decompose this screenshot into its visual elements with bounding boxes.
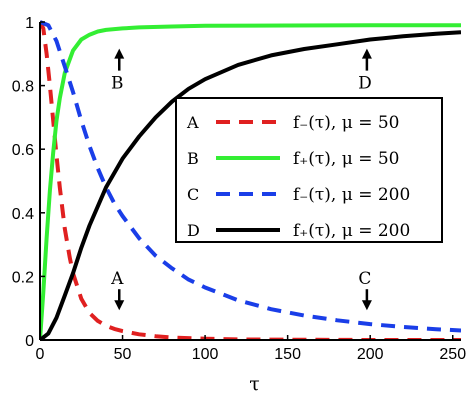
annotation-label: B — [111, 74, 124, 94]
x-tick-label: 150 — [274, 346, 301, 363]
series-line-d — [40, 30, 461, 340]
y-tick-label: 0.4 — [12, 206, 34, 223]
annotation-label: A — [110, 269, 124, 289]
x-tick-label: 100 — [192, 346, 219, 363]
legend-entry-name: D — [187, 221, 200, 240]
arrow-down-icon — [114, 300, 125, 311]
y-tick-label: 0.6 — [12, 142, 34, 159]
annotation-label: C — [358, 269, 371, 289]
series-line-c — [40, 20, 461, 333]
x-tick-label: 200 — [357, 346, 384, 363]
legend-entry-label: f₊(τ), μ = 200 — [293, 221, 410, 241]
arrow-up-icon — [361, 48, 372, 59]
x-tick-label: 250 — [439, 346, 466, 363]
x-tick-label: 50 — [114, 346, 132, 363]
legend-entry-name: B — [187, 149, 199, 168]
x-axis-label: τ — [249, 373, 260, 395]
y-tick-label: 0 — [25, 333, 34, 350]
y-tick-label: 0.8 — [12, 79, 34, 96]
series-line-b — [40, 23, 461, 340]
legend-entry-name: C — [187, 185, 199, 204]
arrow-up-icon — [114, 48, 125, 59]
annotation-d: D — [358, 48, 372, 94]
y-tick-label: 1 — [25, 15, 34, 32]
series-layer — [40, 20, 461, 340]
annotation-b: B — [111, 48, 125, 94]
annotation-a: A — [110, 269, 125, 311]
axes: 0 50 100 150 200 250 0 0.2 0.4 0.6 0.8 1 — [12, 15, 466, 363]
annotation-label: D — [358, 74, 372, 94]
legend-entry-name: A — [186, 113, 199, 132]
legend-entry-label: f₋(τ), μ = 50 — [293, 113, 399, 133]
y-tick-label: 0.2 — [12, 269, 34, 286]
annotation-c: C — [358, 269, 372, 311]
arrow-down-icon — [361, 300, 372, 311]
legend-entry-label: f₊(τ), μ = 50 — [293, 149, 399, 169]
legend-entry-label: f₋(τ), μ = 200 — [293, 185, 410, 205]
x-tick-label: 0 — [36, 346, 45, 363]
series-line-a — [40, 21, 461, 340]
